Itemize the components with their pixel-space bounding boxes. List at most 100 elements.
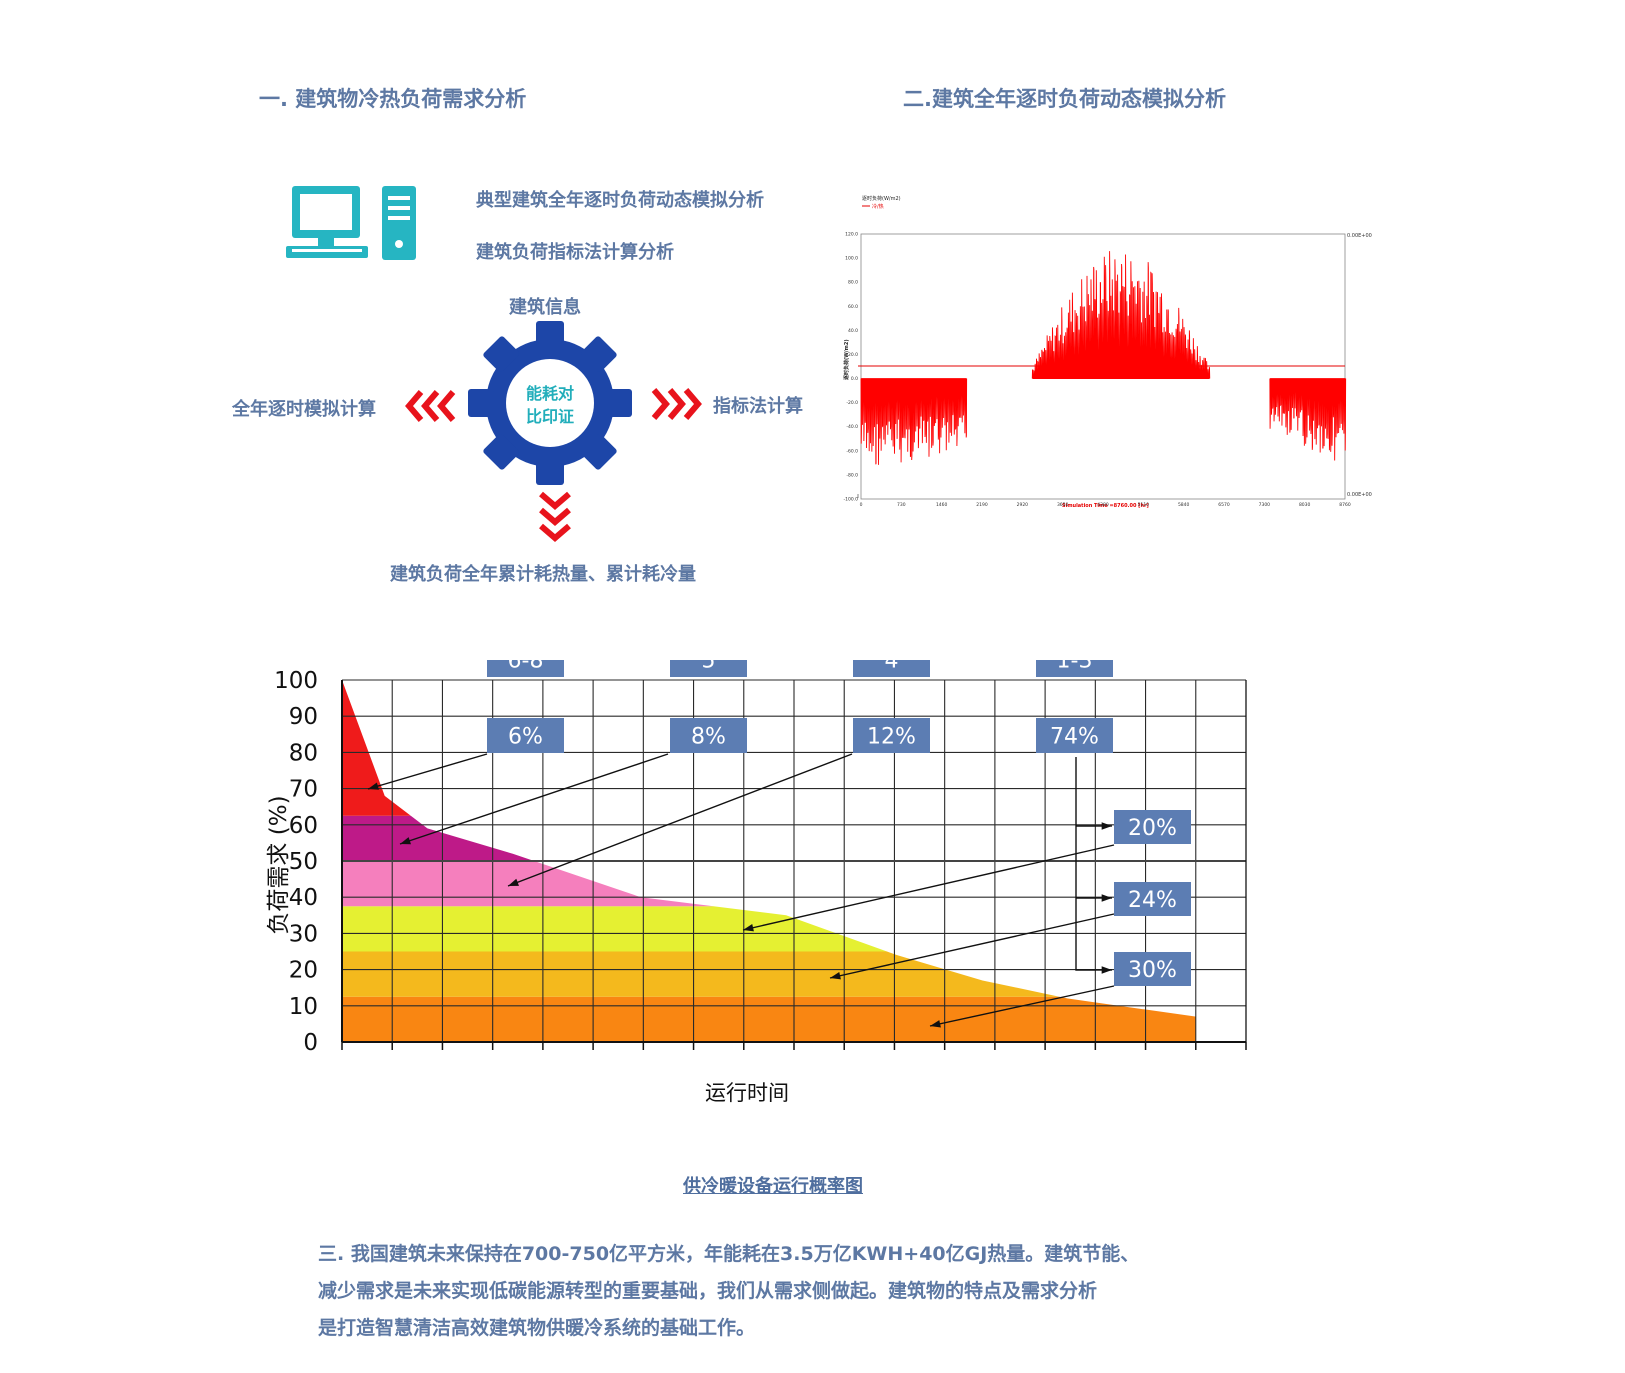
pointer-arrowhead <box>1101 894 1112 902</box>
prob-ytick: 70 <box>289 777 318 803</box>
time-share-box <box>670 718 747 753</box>
sim-xtick: 730 <box>897 502 906 508</box>
sim-legend-series: 冷/热 <box>872 203 884 210</box>
sim-ytick: 20.0 <box>848 352 858 358</box>
sim-ytick: 80.0 <box>848 280 858 286</box>
sim-ytick: -60.0 <box>846 448 858 454</box>
sub-share-label: 30% <box>1128 958 1177 983</box>
gear-top-label: 建筑信息 <box>509 297 581 318</box>
sim-ytick: 60.0 <box>848 304 858 310</box>
server-tower-icon <box>382 186 416 260</box>
time-share-box <box>487 718 564 753</box>
sim-ytick: 100.0 <box>845 256 858 262</box>
sim-series-summer <box>1031 251 1211 379</box>
speed-level-label: 6-8 <box>508 660 544 674</box>
pointer-arrowhead <box>1101 966 1112 974</box>
down-chevrons-icon <box>539 491 571 542</box>
sim-xtick: 3650 <box>1057 502 1069 508</box>
analysis-item-dynamic: 典型建筑全年逐时负荷动态模拟分析 <box>476 190 764 211</box>
sim-xtick: 8760 <box>1339 502 1351 508</box>
pointer-arrowhead <box>830 972 841 980</box>
speed-level-box <box>487 660 564 677</box>
gear-bottom-label: 建筑负荷全年累计耗热量、累计耗冷量 <box>390 564 696 585</box>
prob-xlabel: 运行时间 <box>705 1081 789 1105</box>
prob-ytick: 80 <box>289 740 318 766</box>
bracket-line <box>1075 757 1096 971</box>
gear-icon <box>468 321 632 485</box>
load-band <box>342 951 1060 997</box>
speed-level-label: 4 <box>885 660 899 674</box>
chart-caption[interactable]: 供冷暖设备运行概率图 <box>683 1176 863 1197</box>
prob-ytick: 10 <box>289 994 318 1020</box>
sim-xtick: 1460 <box>936 502 948 508</box>
analysis-item-index: 建筑负荷指标法计算分析 <box>476 242 674 263</box>
prob-ytick: 20 <box>289 958 318 984</box>
speed-level-label: 1-3 <box>1057 660 1093 674</box>
sim-ytick: -100.0 <box>843 497 858 503</box>
sim-ytick: -80.0 <box>846 472 858 478</box>
sim-legend-title: 逐时负荷(W/m2) <box>862 195 901 202</box>
sim-xtick: 2190 <box>976 502 988 508</box>
time-share-label: 8% <box>691 725 726 750</box>
sim-xtick: 7300 <box>1259 502 1271 508</box>
prob-ytick: 60 <box>289 813 318 839</box>
sim-xtick: 0 <box>860 502 863 508</box>
speed-level-label: 5 <box>702 660 716 674</box>
sub-share-label: 24% <box>1128 888 1177 913</box>
section2-title: 二.建筑全年逐时负荷动态模拟分析 <box>903 87 1226 111</box>
sim-xtick: 5110 <box>1138 502 1150 508</box>
gear-left-label: 全年逐时模拟计算 <box>232 399 376 420</box>
time-share-label: 74% <box>1050 725 1099 750</box>
simulation-chart: 逐时负荷(W/m2) 冷/热 0.00E+00 0.00E+00 逐时负荷(W/… <box>843 195 1372 509</box>
gear-right-label: 指标法计算 <box>713 396 803 417</box>
computer-monitor-icon <box>286 186 368 258</box>
section1-title: 一. 建筑物冷热负荷需求分析 <box>259 87 527 111</box>
pointer-arrowhead <box>930 1020 941 1028</box>
gear-center-line1: 能耗对 <box>525 384 574 403</box>
load-band <box>342 906 888 952</box>
sub-share-label: 20% <box>1128 816 1177 841</box>
sub-share-box <box>1114 810 1191 844</box>
load-band <box>342 996 1196 1042</box>
pointer-arrow <box>742 844 1115 931</box>
pointer-arrow <box>367 753 488 790</box>
prob-ytick: 0 <box>303 1030 318 1056</box>
pointer-arrowhead <box>1101 822 1112 830</box>
pointer-arrowhead <box>508 878 519 886</box>
load-band <box>342 680 411 816</box>
pointer-arrow <box>507 753 853 887</box>
prob-ylabel: 负荷需求 (%) <box>266 795 292 934</box>
load-band <box>342 815 535 861</box>
sim-xtick: 2920 <box>1017 502 1029 508</box>
speed-level-box <box>670 660 747 677</box>
section3-line1: 三. 我国建筑未来保持在700-750亿平方米，年能耗在3.5万亿KWH+40亿… <box>318 1243 1140 1265</box>
pointer-arrowhead <box>743 924 754 932</box>
sim-right-top: 0.00E+00 <box>1347 233 1372 239</box>
sim-ytick: -20.0 <box>846 400 858 406</box>
gear-center-line2: 比印证 <box>525 407 574 426</box>
sim-xtick: 8030 <box>1299 502 1311 508</box>
time-share-label: 12% <box>867 725 916 750</box>
pointer-arrowhead <box>400 837 411 845</box>
gear-center-text: 能耗对 比印证 <box>515 382 585 428</box>
pointer-arrow <box>829 913 1115 979</box>
time-share-box <box>1036 718 1113 753</box>
prob-ytick: 40 <box>289 885 318 911</box>
speed-level-box <box>1036 660 1113 677</box>
section3-paragraph: 三. 我国建筑未来保持在700-750亿平方米，年能耗在3.5万亿KWH+40亿… <box>318 1236 1318 1347</box>
left-chevrons-icon <box>405 390 456 422</box>
sim-ytick: -40.0 <box>846 424 858 430</box>
pointer-arrow <box>929 985 1115 1027</box>
sim-ylabel: 逐时负荷(W/m2) <box>843 339 850 380</box>
speed-level-box <box>853 660 930 677</box>
prob-ytick: 50 <box>289 849 318 875</box>
pointer-arrow <box>399 753 669 845</box>
sim-xlabel: Simulation Time =8760.00 [hr] <box>1062 503 1149 509</box>
time-share-box <box>853 718 930 753</box>
sim-xtick: 5840 <box>1178 502 1190 508</box>
sim-series-winter-start <box>860 378 968 465</box>
sub-share-box <box>1114 882 1191 916</box>
prob-ytick: 90 <box>289 704 318 730</box>
sim-ytick: 0.0 <box>851 376 858 382</box>
